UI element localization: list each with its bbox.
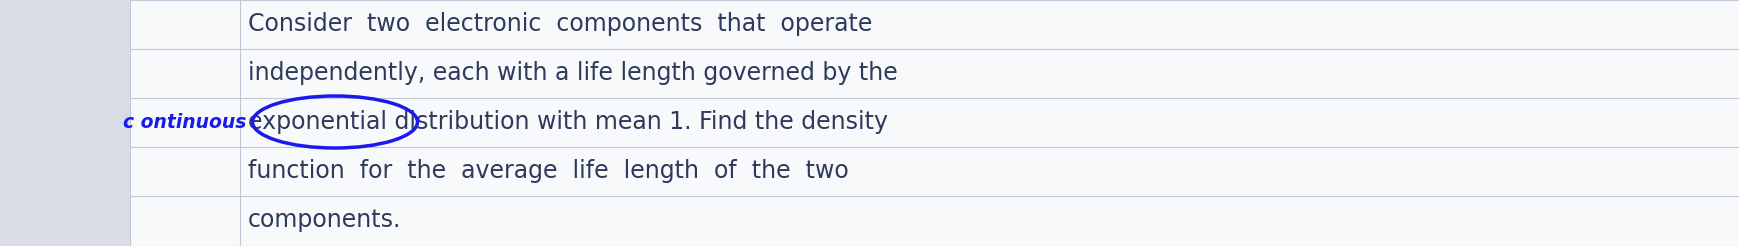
Bar <box>0 0 130 246</box>
Text: Consider  two  electronic  components  that  operate: Consider two electronic components that … <box>249 12 871 36</box>
Text: c ontinuous: c ontinuous <box>123 112 247 132</box>
Text: exponential distribution with mean 1. Find the density: exponential distribution with mean 1. Fi… <box>249 110 887 134</box>
Text: independently, each with a life length governed by the: independently, each with a life length g… <box>249 61 897 85</box>
Text: function  for  the  average  life  length  of  the  two: function for the average life length of … <box>249 159 849 183</box>
Text: components.: components. <box>249 208 402 232</box>
